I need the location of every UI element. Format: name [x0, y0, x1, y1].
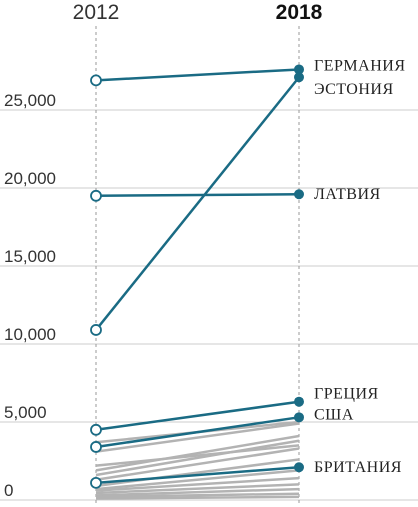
grid-lines [0, 109, 418, 501]
series-5-end-point [294, 462, 304, 473]
series-2-start-point [90, 189, 102, 202]
background-series-line [95, 447, 300, 481]
series-4-label: США [314, 406, 354, 423]
series-2-end-point [294, 189, 304, 200]
series-3-line [95, 400, 300, 432]
series-0-label: ГЕРМАНИЯ [314, 57, 405, 74]
series-3-end-point [294, 396, 304, 407]
series-4-end-point [294, 412, 304, 423]
background-series-line [95, 476, 300, 492]
background-series-line [95, 439, 300, 477]
y-tick-label: 0 [4, 481, 13, 500]
year-axes [95, 26, 300, 505]
y-axis-tick-labels: 0 5,000 10,000 15,000 20,000 25,000 [4, 91, 56, 500]
series-1-start-point [90, 324, 102, 336]
series-1-label: ЭСТОНИЯ [314, 81, 394, 98]
series-0-end-point [294, 64, 304, 75]
y-tick-label: 20,000 [4, 169, 56, 188]
series-2-line [95, 192, 300, 198]
background-series-line [95, 434, 300, 472]
y-tick-label: 15,000 [4, 247, 56, 266]
series-3-label: ГРЕЦИЯ [314, 386, 379, 403]
y-tick-label: 10,000 [4, 325, 56, 344]
background-series-line [95, 469, 300, 491]
background-series-line [95, 492, 300, 499]
background-series-line [95, 487, 300, 497]
series-labels: ГЕРМАНИЯ ЭСТОНИЯ ЛАТВИЯ ГРЕЦИЯ США БРИТАНИЯ [314, 57, 405, 476]
y-tick-label: 5,000 [4, 403, 47, 422]
x-axis-headers: 2012 2018 [73, 1, 323, 24]
series-5-start-point [90, 476, 102, 489]
series-4-line [95, 416, 300, 449]
series-4-start-point [90, 441, 102, 453]
x-header-2012: 2012 [73, 1, 120, 24]
background-series-line [95, 422, 300, 453]
series-2-label: ЛАТВИЯ [314, 186, 381, 203]
series-0-line [95, 68, 300, 82]
series-1-end-point [294, 72, 304, 83]
background-series [95, 420, 300, 500]
y-tick-label: 25,000 [4, 91, 56, 110]
series-5-label: БРИТАНИЯ [314, 459, 402, 476]
background-series-line [95, 458, 300, 488]
series-0-start-point [90, 74, 102, 87]
background-series-line [95, 495, 300, 500]
background-series-line [95, 444, 300, 467]
highlighted-series [90, 64, 304, 489]
background-series-line [95, 483, 300, 495]
series-3-start-point [90, 423, 102, 436]
series-1-line [95, 76, 300, 331]
x-header-2018: 2018 [276, 1, 323, 24]
series-5-line [95, 465, 300, 485]
